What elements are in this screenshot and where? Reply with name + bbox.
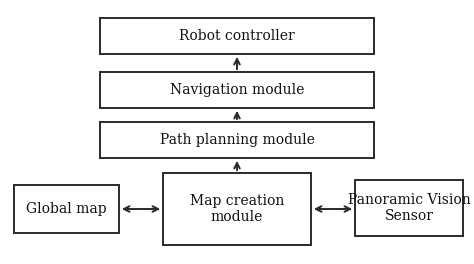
Bar xyxy=(163,173,311,245)
FancyArrowPatch shape xyxy=(124,206,158,212)
Text: Robot controller: Robot controller xyxy=(179,29,295,43)
Text: Navigation module: Navigation module xyxy=(170,83,304,97)
Text: Map creation
module: Map creation module xyxy=(190,194,284,224)
FancyArrowPatch shape xyxy=(316,206,350,212)
Bar xyxy=(100,122,374,158)
FancyArrowPatch shape xyxy=(234,163,240,170)
Text: Panoramic Vision
Sensor: Panoramic Vision Sensor xyxy=(347,193,470,223)
Bar xyxy=(355,180,463,236)
Text: Path planning module: Path planning module xyxy=(160,133,314,147)
FancyArrowPatch shape xyxy=(234,113,240,119)
Bar xyxy=(100,72,374,108)
Bar xyxy=(14,185,119,233)
Text: Global map: Global map xyxy=(26,202,107,216)
Bar xyxy=(100,18,374,54)
FancyArrowPatch shape xyxy=(234,59,240,69)
